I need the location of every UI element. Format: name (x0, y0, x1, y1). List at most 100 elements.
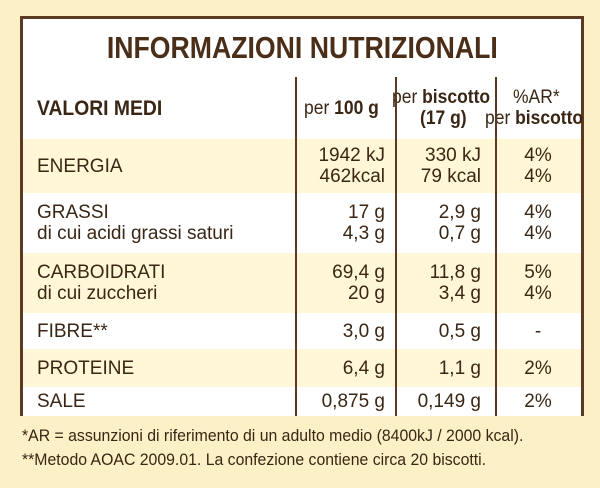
column-divider (395, 77, 397, 139)
column-divider (495, 77, 497, 139)
value-text: 3,4 g (438, 283, 481, 304)
header-valori-medi: VALORI MEDI (37, 77, 295, 139)
row-grassi: GRASSI di cui acidi grassi saturi 17 g 4… (23, 193, 581, 255)
header-per-100g-text: per 100 g (304, 98, 379, 119)
title-bar: INFORMAZIONI NUTRIZIONALI (23, 19, 581, 80)
value-ar: 4% 4% (495, 193, 581, 253)
value-text: 4% (524, 283, 552, 304)
header-per-biscotto-bold: biscotto (421, 87, 490, 108)
header-per-biscotto: per biscotto (17 g) (391, 77, 495, 139)
nutrient-label: PROTEINE (37, 357, 135, 379)
header-ar-line2: per biscotto (485, 108, 583, 129)
nutrient-sublabel: di cui acidi grassi saturi (37, 223, 234, 244)
nutrient-label: CARBOIDRATI (37, 262, 166, 283)
nutrient-name: CARBOIDRATI di cui zuccheri (37, 253, 295, 313)
row-fibre: FIBRE** 3,0 g 0,5 g - (23, 313, 581, 351)
header-per-biscotto-prefix: per (391, 87, 422, 108)
row-carboidrati: CARBOIDRATI di cui zuccheri 69,4 g 20 g … (23, 253, 581, 315)
column-divider (295, 349, 297, 387)
column-divider (295, 77, 297, 139)
value-text: 2,9 g (438, 202, 481, 223)
header-per-100g-prefix: per (304, 97, 335, 119)
header-per-100g: per 100 g (295, 77, 395, 139)
value-per-100g: 6,4 g (295, 349, 395, 387)
value-text: - (534, 320, 542, 342)
header-ar: %AR* per biscotto (485, 77, 583, 139)
column-divider (495, 387, 497, 416)
nutrient-name: GRASSI di cui acidi grassi saturi (37, 193, 295, 253)
value-text: 4% (524, 202, 552, 223)
value-text: 1,1 g (438, 357, 481, 379)
row-sale: SALE 0,875 g 0,149 g 2% (23, 387, 581, 416)
value-ar: - (495, 313, 581, 349)
header-row: VALORI MEDI per 100 g per biscotto (17 g… (23, 77, 583, 141)
value-text: 4% (524, 145, 552, 166)
row-proteine: PROTEINE 6,4 g 1,1 g 2% (23, 349, 581, 389)
column-divider (495, 313, 497, 349)
value-text: 4,3 g (342, 223, 385, 244)
value-per-100g: 17 g 4,3 g (295, 193, 395, 253)
footnote-method: **Metodo AOAC 2009.01. La confezione con… (22, 450, 487, 469)
nutrient-label: GRASSI (37, 202, 109, 223)
column-divider (395, 313, 397, 349)
value-per-100g: 69,4 g 20 g (295, 253, 395, 313)
value-text: 462kcal (319, 166, 386, 187)
value-text: 0,7 g (438, 223, 481, 244)
column-divider (395, 387, 397, 416)
value-text: 0,875 g (321, 391, 385, 412)
nutrient-name: FIBRE** (37, 313, 295, 349)
value-text: 0,5 g (438, 320, 481, 342)
column-divider (295, 193, 297, 253)
header-ar-line2-prefix: per (484, 108, 515, 129)
header-ar-line1: %AR* (512, 87, 560, 108)
nutrient-label: SALE (37, 391, 86, 412)
header-per-biscotto-line2: (17 g) (419, 108, 467, 129)
nutrient-name: PROTEINE (37, 349, 295, 387)
value-ar: 2% (495, 349, 581, 387)
column-divider (495, 139, 497, 193)
value-ar: 2% (495, 387, 581, 416)
column-divider (295, 313, 297, 349)
value-text: 6,4 g (342, 357, 385, 379)
column-divider (395, 349, 397, 387)
column-divider (395, 193, 397, 253)
value-per-biscotto: 0,5 g (395, 313, 495, 349)
column-divider (295, 253, 297, 313)
footnotes: *AR = assunzioni di riferimento di un ad… (22, 424, 592, 472)
column-divider (295, 387, 297, 416)
value-per-biscotto: 1,1 g (395, 349, 495, 387)
value-text: 4% (524, 166, 552, 187)
value-text: 4% (524, 223, 552, 244)
value-ar: 5% 4% (495, 253, 581, 313)
nutrient-name: ENERGIA (37, 139, 295, 193)
value-text: 79 kcal (420, 166, 481, 187)
value-per-biscotto: 11,8 g 3,4 g (395, 253, 495, 313)
footnote-ar: *AR = assunzioni di riferimento di un ad… (22, 426, 524, 445)
column-divider (395, 139, 397, 193)
value-per-biscotto: 330 kJ 79 kcal (395, 139, 495, 193)
value-text: 17 g (348, 202, 385, 223)
nutrition-table: INFORMAZIONI NUTRIZIONALI VALORI MEDI pe… (20, 16, 584, 416)
value-text: 3,0 g (342, 320, 385, 342)
header-per-100g-bold: 100 g (334, 97, 380, 119)
column-divider (495, 193, 497, 253)
value-per-100g: 1942 kJ 462kcal (295, 139, 395, 193)
value-ar: 4% 4% (495, 139, 581, 193)
nutrient-label: FIBRE** (37, 320, 108, 342)
value-text: 2% (524, 391, 552, 412)
value-text: 330 kJ (425, 145, 481, 166)
nutrient-name: SALE (37, 387, 295, 416)
table-title: INFORMAZIONI NUTRIZIONALI (106, 30, 498, 65)
column-divider (295, 139, 297, 193)
nutrient-sublabel: di cui zuccheri (37, 283, 158, 304)
value-per-biscotto: 0,149 g (395, 387, 495, 416)
value-per-100g: 0,875 g (295, 387, 395, 416)
nutrient-label: ENERGIA (37, 155, 123, 177)
column-divider (495, 253, 497, 313)
header-ar-line2-bold: biscotto (514, 108, 583, 129)
value-text: 0,149 g (417, 391, 481, 412)
row-energia: ENERGIA 1942 kJ 462kcal 330 kJ 79 kcal 4… (23, 139, 581, 195)
column-divider (495, 349, 497, 387)
value-text: 1942 kJ (318, 145, 385, 166)
column-divider (395, 253, 397, 313)
